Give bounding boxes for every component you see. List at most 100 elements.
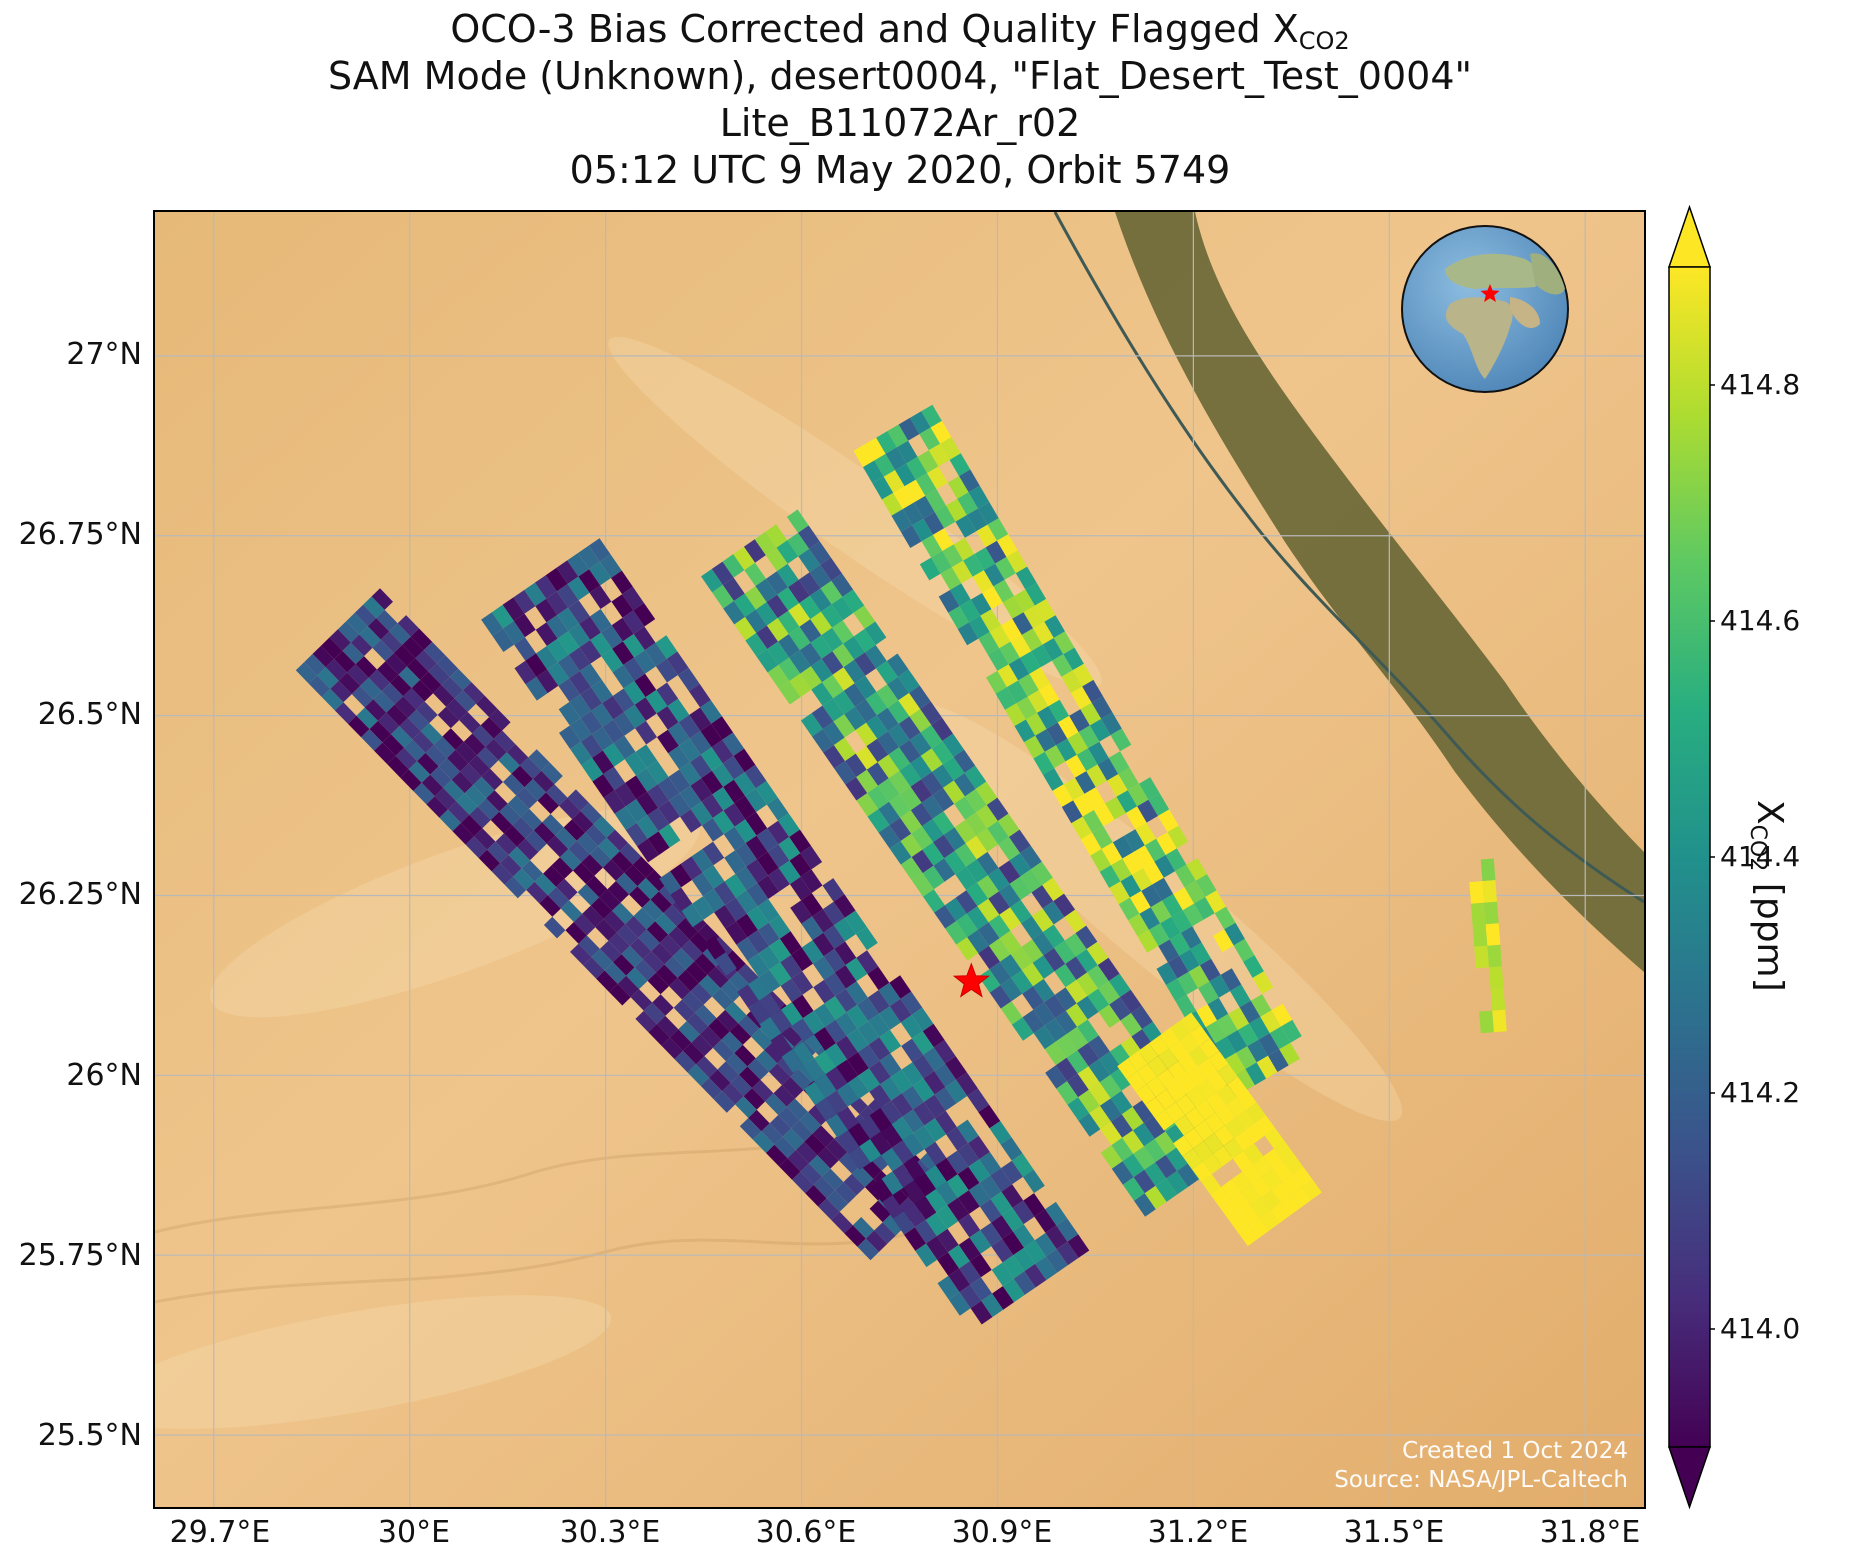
sounding-cell <box>812 932 835 957</box>
sounding-cell <box>1018 673 1039 697</box>
sounding-cell <box>802 1010 825 1035</box>
sounding-cell <box>1301 1179 1322 1200</box>
sounding-cell <box>634 673 657 698</box>
sounding-cell <box>956 937 979 961</box>
sounding-cell <box>304 653 326 676</box>
sounding-cell <box>1199 1038 1220 1059</box>
sounding-cell <box>815 1097 837 1122</box>
sounding-cell <box>988 938 1011 962</box>
sounding-cell <box>812 729 834 753</box>
sounding-cell <box>586 875 608 898</box>
sounding-cell <box>491 863 514 885</box>
sounding-cell <box>745 835 768 860</box>
sounding-cell <box>825 1043 847 1067</box>
sounding-cell <box>931 764 954 788</box>
sounding-cell <box>557 631 580 655</box>
sounding-cell <box>642 899 664 922</box>
sounding-cell <box>519 757 542 779</box>
sounding-cell <box>1034 1232 1057 1257</box>
sounding-cell <box>367 618 390 640</box>
sounding-cell <box>659 934 682 957</box>
sounding-cell <box>888 770 911 795</box>
sounding-cell <box>778 837 801 861</box>
nile-river <box>1053 212 1644 904</box>
sounding-cell <box>691 1034 713 1057</box>
map-panel[interactable]: Created 1 Oct 2024 Source: NASA/JPL-Calt… <box>153 210 1646 1509</box>
sounding-cell <box>513 613 536 638</box>
sounding-cell <box>1067 1234 1090 1258</box>
sounding-cell <box>449 668 472 691</box>
sounding-cell <box>948 606 969 629</box>
sounding-cell <box>678 714 701 739</box>
sounding-cell <box>1048 699 1070 723</box>
sounding-cell <box>976 524 997 548</box>
sounding-cell <box>987 518 1009 541</box>
sounding-cell <box>1155 1155 1177 1179</box>
sounding-cell <box>603 766 626 791</box>
sounding-cell <box>546 638 569 663</box>
sounding-cell <box>1139 907 1161 930</box>
sounding-cell <box>773 1085 795 1107</box>
sounding-cell <box>459 711 481 734</box>
sounding-cell <box>1034 1209 1057 1233</box>
sounding-cell <box>932 787 955 812</box>
sounding-cell <box>779 1158 801 1180</box>
sounding-cell <box>516 787 538 809</box>
sounding-cell <box>1001 1160 1023 1185</box>
sounding-cell <box>656 682 679 707</box>
sounding-cell <box>1273 1141 1294 1162</box>
sounding-cell <box>810 635 833 659</box>
sounding-cell <box>733 546 755 571</box>
sounding-cell <box>1011 970 1033 994</box>
sounding-cell <box>724 897 747 922</box>
sounding-cell <box>713 1091 736 1113</box>
sounding-cell <box>933 1040 956 1064</box>
sounding-cell <box>1020 869 1043 893</box>
sounding-cell <box>437 706 460 729</box>
title-line-2: SAM Mode (Unknown), desert0004, "Flat_De… <box>327 54 1472 98</box>
sounding-cell <box>1182 1148 1203 1169</box>
sounding-cell <box>1128 913 1149 937</box>
sounding-cell <box>348 715 370 738</box>
sounding-cell <box>476 747 499 769</box>
sounding-cell <box>1057 715 1079 739</box>
sounding-cell <box>521 860 544 882</box>
sounding-cell <box>879 1029 902 1054</box>
sounding-cell <box>747 953 770 978</box>
sounding-cell <box>603 910 626 933</box>
sounding-cell <box>902 1133 925 1157</box>
sounding-cell <box>869 1084 892 1108</box>
sounding-cell <box>778 657 801 682</box>
sounding-cell <box>1121 1106 1144 1131</box>
sounding-cell <box>751 1028 773 1051</box>
sounding-cell <box>937 1252 960 1276</box>
sounding-cell <box>1251 1176 1272 1198</box>
sounding-cell <box>890 1069 913 1094</box>
sounding-cell <box>866 738 889 763</box>
sounding-cell <box>948 1292 971 1316</box>
sounding-cell <box>987 867 1010 892</box>
sounding-cell <box>920 701 942 725</box>
sounding-cell <box>681 939 703 962</box>
sounding-cell <box>1100 1121 1123 1146</box>
sounding-cell <box>878 982 901 1007</box>
sounding-cell <box>382 734 404 756</box>
sounding-cell <box>965 812 988 836</box>
sounding-cell <box>1038 683 1060 707</box>
sounding-cell <box>1252 1156 1273 1177</box>
map-canvas[interactable] <box>155 212 1644 1507</box>
sounding-cell <box>416 701 438 724</box>
sounding-cell <box>769 1115 792 1137</box>
sounding-cell <box>1165 1102 1185 1123</box>
sounding-cell <box>646 760 669 785</box>
sounding-cell <box>743 539 766 563</box>
sounding-cell <box>925 1189 948 1213</box>
sounding-cell <box>720 980 742 1002</box>
sounding-cell <box>963 554 984 577</box>
sounding-cell <box>847 1052 869 1076</box>
sounding-cell <box>1046 722 1068 746</box>
sounding-cell <box>1202 1153 1223 1175</box>
sounding-cell <box>295 662 318 684</box>
sounding-cell <box>1033 621 1054 645</box>
sounding-cell <box>747 930 770 954</box>
